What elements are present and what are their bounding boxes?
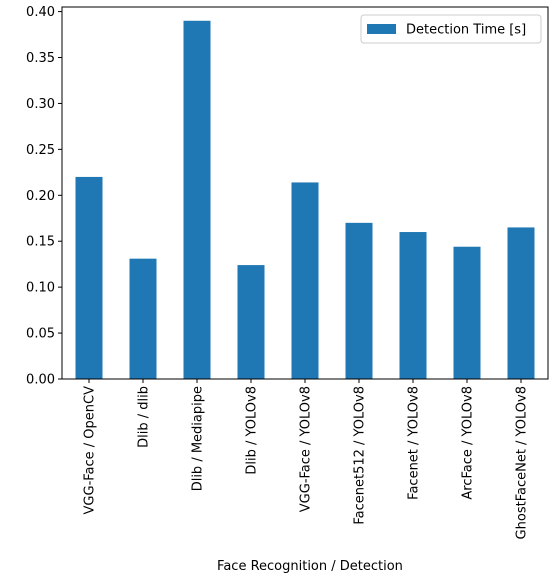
bar-3 xyxy=(237,265,265,379)
x-axis-ticks: VGG-Face / OpenCV Dlib / dlib Dlib / Media… xyxy=(83,379,530,539)
x-tick-label: ArcFace / YOLOv8 xyxy=(461,386,476,500)
y-axis-ticks: 0.00 0.05 0.10 0.15 0.20 0.25 0.30 0.35 0.40 xyxy=(26,5,62,388)
bar-1 xyxy=(129,258,157,379)
bar-5 xyxy=(345,222,373,379)
x-tick-label: VGG-Face / YOLOv8 xyxy=(299,386,314,512)
x-tick-label: Facenet512 / YOLOv8 xyxy=(353,386,368,525)
y-tick-label: 0.10 xyxy=(26,281,55,296)
y-tick-label: 0.05 xyxy=(26,327,55,342)
x-tick-label: Facenet / YOLOv8 xyxy=(407,386,422,500)
x-axis-label: Face Recognition / Detection xyxy=(217,559,403,574)
x-tick-label: Dlib / Mediapipe xyxy=(191,386,206,491)
legend: Detection Time [s] xyxy=(360,14,542,44)
legend-box xyxy=(360,14,542,44)
bar-6 xyxy=(399,232,427,379)
bar-7 xyxy=(453,246,481,379)
x-tick-label: Dlib / YOLOv8 xyxy=(245,386,260,475)
legend-swatch xyxy=(367,24,396,34)
legend-label-detection-time: Detection Time [s] xyxy=(406,23,526,38)
x-tick-label: VGG-Face / OpenCV xyxy=(83,386,98,515)
bar-4 xyxy=(291,182,319,379)
bars-group xyxy=(75,20,535,380)
y-tick-label: 0.35 xyxy=(26,51,55,66)
y-tick-label: 0.40 xyxy=(26,5,55,20)
bar-2 xyxy=(183,20,211,380)
y-tick-label: 0.30 xyxy=(26,97,55,112)
y-tick-label: 0.20 xyxy=(26,189,55,204)
x-tick-label: GhostFaceNet / YOLOv8 xyxy=(515,386,530,539)
bar-8 xyxy=(507,227,535,379)
y-tick-label: 0.15 xyxy=(26,235,55,250)
y-tick-label: 0.00 xyxy=(26,373,55,388)
bar-0 xyxy=(75,176,103,379)
y-tick-label: 0.25 xyxy=(26,143,55,158)
plot-area-frame xyxy=(61,6,549,380)
x-tick-label: Dlib / dlib xyxy=(137,386,152,448)
